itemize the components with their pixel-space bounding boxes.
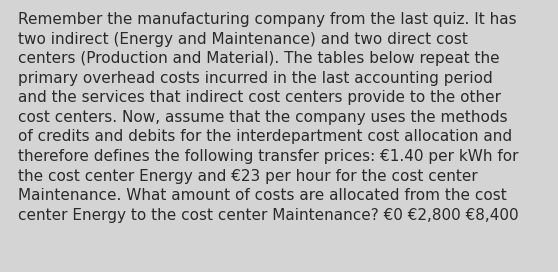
Text: Remember the manufacturing company from the last quiz. It has
two indirect (Ener: Remember the manufacturing company from … bbox=[18, 12, 518, 223]
